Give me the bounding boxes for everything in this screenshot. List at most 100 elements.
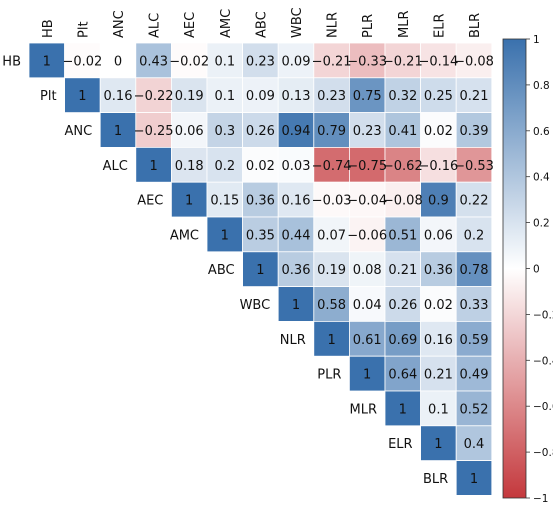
cell-MLR-MLR [384, 390, 421, 427]
cell-value-HB-ELR: −0.14 [418, 54, 458, 69]
cell-value-ALC-BLR: −0.53 [454, 159, 494, 174]
cell-value-AMC-MLR: 0.51 [388, 228, 417, 243]
cell-value-PLR-BLR: 0.49 [460, 368, 489, 383]
cell-value-ALC-ABC: 0.02 [246, 159, 275, 174]
cell-value-ABC-MLR: 0.21 [388, 263, 417, 278]
colorbar-tick-label: −0.4 [533, 355, 553, 367]
heatmap-value-labels: 1 −0.02 0 0.43 −0.02 0.1 0.23 0.09 −0.21−0.33−0.… [43, 54, 494, 487]
cell-ALC-BLR [455, 146, 493, 183]
row-label-PLR: PLR [317, 368, 341, 383]
cell-WBC-ELR [420, 286, 457, 322]
cell-value-ALC-AMC: 0.2 [214, 159, 235, 174]
row-label-WBC: WBC [240, 298, 271, 313]
cell-HB-PLR [348, 42, 386, 79]
cell-WBC-MLR [384, 286, 421, 322]
cell-WBC-PLR [348, 286, 386, 322]
cell-Plt-PLR [348, 77, 386, 114]
cell-Plt-WBC [277, 77, 315, 114]
column-labels: HB Plt ANC ALC AEC AMC ABC WBC NLR PLR MLR ELR BLR [41, 7, 483, 38]
cell-ALC-PLR [348, 146, 386, 183]
cell-HB-Plt [64, 42, 101, 79]
cell-ELR-BLR [455, 425, 493, 461]
cell-value-Plt-PLR: 0.75 [353, 89, 382, 104]
cell-value-MLR-BLR: 0.52 [460, 402, 489, 417]
cell-AEC-WBC [277, 181, 315, 218]
cell-value-ABC-NLR: 0.19 [317, 263, 346, 278]
cell-value-WBC-ELR: 0.02 [424, 298, 453, 313]
cell-value-AMC-AMC: 1 [221, 228, 229, 243]
column-label-AMC: AMC [219, 9, 234, 38]
cell-value-HB-ANC: 0 [114, 54, 122, 69]
cell-value-AEC-ELR: 0.9 [428, 194, 449, 209]
cell-PLR-BLR [455, 355, 493, 392]
cell-value-HB-AEC: −0.02 [169, 54, 209, 69]
column-label-Plt: Plt [76, 21, 91, 38]
cell-value-ABC-PLR: 0.08 [353, 263, 382, 278]
cell-value-ALC-ELR: −0.16 [418, 159, 458, 174]
cell-ABC-NLR [313, 251, 350, 288]
cell-AEC-AEC [170, 181, 208, 218]
cell-value-AEC-AEC: 1 [185, 194, 193, 209]
cell-ALC-ABC [242, 146, 279, 183]
cell-AEC-ELR [420, 181, 457, 218]
cell-value-Plt-BLR: 0.21 [460, 89, 489, 104]
row-label-ABC: ABC [208, 263, 235, 278]
cell-value-ANC-PLR: 0.23 [353, 124, 382, 139]
cell-NLR-NLR [313, 320, 350, 357]
cell-value-ALC-PLR: −0.75 [347, 159, 387, 174]
cell-NLR-MLR [384, 320, 421, 357]
cell-value-NLR-BLR: 0.59 [460, 333, 489, 348]
cell-NLR-PLR [348, 320, 386, 357]
cell-value-HB-ALC: 0.43 [139, 54, 168, 69]
cell-value-AMC-NLR: 0.07 [317, 228, 346, 243]
colorbar-tick-label: −0.6 [533, 401, 553, 413]
cell-value-ABC-ABC: 1 [256, 263, 264, 278]
cell-value-ANC-BLR: 0.39 [460, 124, 489, 139]
cell-HB-WBC [277, 42, 315, 79]
cell-AEC-MLR [384, 181, 421, 218]
row-label-HB: HB [2, 54, 21, 69]
colorbar-tick-label: −1 [533, 493, 548, 505]
cell-value-ALC-AEC: 0.18 [175, 159, 204, 174]
cell-value-ANC-ELR: 0.02 [424, 124, 453, 139]
cell-value-AEC-WBC: 0.16 [282, 194, 311, 209]
cell-value-WBC-BLR: 0.33 [460, 298, 489, 313]
cell-value-Plt-MLR: 0.32 [388, 89, 417, 104]
cell-value-AEC-ABC: 0.36 [246, 194, 275, 209]
column-label-ANC: ANC [112, 10, 127, 38]
row-label-AMC: AMC [170, 228, 199, 243]
cell-Plt-ABC [242, 77, 279, 114]
cell-value-HB-ABC: 0.23 [246, 54, 275, 69]
cell-value-ANC-AMC: 0.3 [214, 124, 235, 139]
cell-value-PLR-MLR: 0.64 [388, 368, 417, 383]
column-label-BLR: BLR [468, 13, 483, 38]
cell-HB-AMC [206, 42, 243, 79]
cell-value-ALC-WBC: 0.03 [282, 159, 311, 174]
cell-value-BLR-BLR: 1 [470, 472, 478, 487]
colorbar-tick-label: 0.4 [533, 172, 550, 184]
cell-value-WBC-WBC: 1 [292, 298, 300, 313]
cell-Plt-MLR [384, 77, 421, 114]
cell-value-AMC-PLR: −0.06 [347, 228, 387, 243]
column-label-PLR: PLR [361, 14, 376, 38]
column-label-HB: HB [41, 19, 56, 38]
cell-value-ABC-BLR: 0.78 [460, 263, 489, 278]
column-label-WBC: WBC [290, 7, 305, 38]
cell-value-MLR-MLR: 1 [399, 402, 407, 417]
cell-value-AEC-AMC: 0.15 [210, 194, 239, 209]
cell-value-Plt-Plt: 1 [78, 89, 86, 104]
column-label-ELR: ELR [432, 14, 447, 39]
cell-PLR-ELR [420, 355, 457, 392]
cell-AEC-AMC [206, 181, 243, 218]
cell-ELR-ELR [420, 425, 457, 461]
colorbar-tick-label: 0 [533, 264, 540, 276]
cell-value-AEC-MLR: −0.08 [383, 194, 423, 209]
cell-value-ALC-ALC: 1 [149, 159, 157, 174]
cell-value-WBC-PLR: 0.04 [353, 298, 382, 313]
cell-value-WBC-NLR: 0.58 [317, 298, 346, 313]
cell-value-HB-Plt: −0.02 [62, 54, 102, 69]
heatmap-cells [28, 42, 493, 496]
row-label-MLR: MLR [350, 402, 378, 417]
cell-value-Plt-NLR: 0.23 [317, 89, 346, 104]
